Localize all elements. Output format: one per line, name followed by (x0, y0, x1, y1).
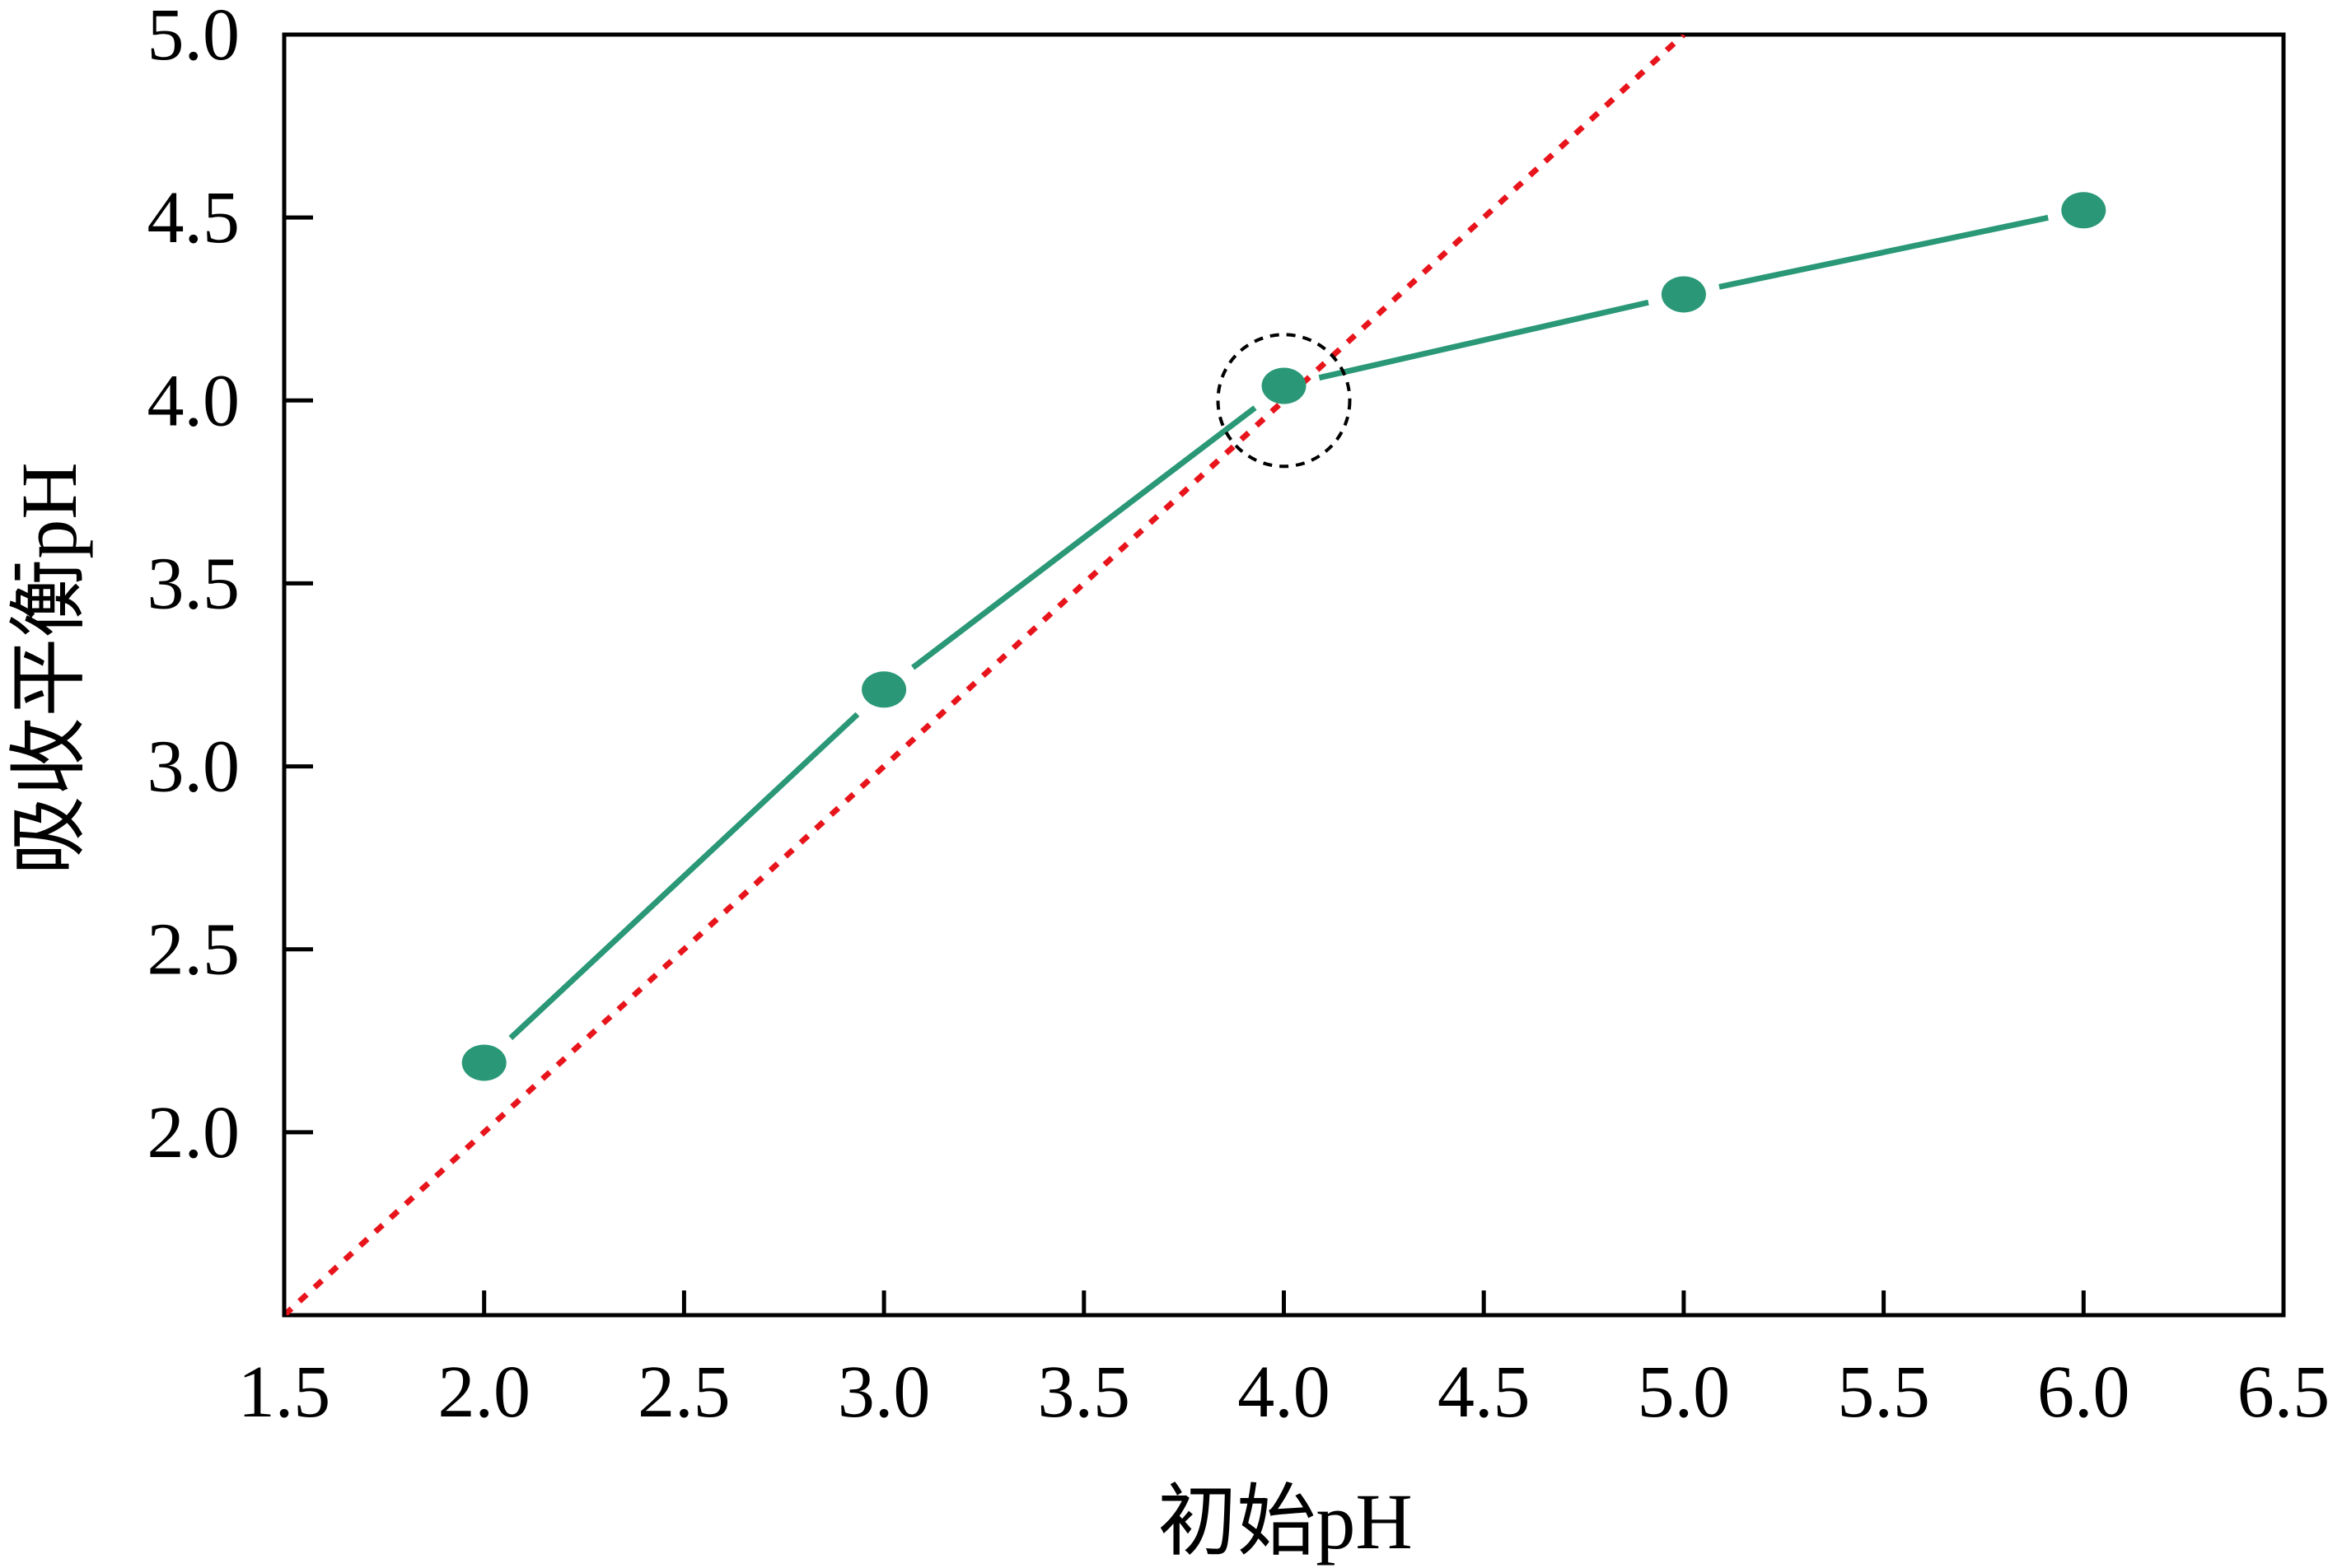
x-tick-label: 6.5 (2237, 1351, 2330, 1433)
series-line-segment (1318, 299, 1649, 381)
x-tick-label: 2.5 (638, 1351, 731, 1433)
x-tick-label: 3.0 (838, 1351, 931, 1433)
y-tick-label: 5.0 (147, 0, 241, 76)
x-axis-title: 初始pH (1157, 1477, 1412, 1566)
series-line-segment (508, 712, 860, 1040)
y-tick-label: 3.5 (147, 543, 241, 624)
plot-area (282, 32, 2286, 1318)
x-tick-label: 5.0 (1638, 1351, 1731, 1433)
x-tick-label: 6.0 (2037, 1351, 2130, 1433)
data-point (461, 1044, 507, 1081)
x-tick-label: 4.5 (1437, 1351, 1531, 1433)
series-line-segment (911, 405, 1257, 670)
x-tick-label: 4.0 (1237, 1351, 1330, 1433)
y-axis-title: 吸收平衡pH (5, 462, 93, 875)
y-axis-ticks: 2.0 2.5 3.0 3.5 4.0 4.5 5.0 (147, 0, 313, 1174)
data-point (2061, 192, 2106, 229)
y-tick-label: 2.5 (147, 909, 241, 991)
y-tick-label: 3.0 (147, 726, 241, 808)
plot-frame (282, 32, 2286, 1318)
reference-line-y-equals-x (284, 35, 1686, 1315)
x-axis-ticks: 1.5 2.0 2.5 3.0 3.5 4.0 4.5 5.0 5.5 6.0 6.5 (238, 1290, 2330, 1433)
x-tick-label: 1.5 (238, 1351, 331, 1433)
data-point (1661, 276, 1706, 313)
data-point (862, 671, 907, 708)
series-line-segment (1718, 214, 2049, 290)
annotation-dashed-circle (1216, 333, 1352, 469)
data-point (1261, 367, 1307, 404)
x-tick-label: 2.0 (437, 1351, 531, 1433)
y-tick-label: 4.0 (147, 360, 241, 441)
y-tick-label: 4.5 (147, 177, 241, 259)
y-tick-label: 2.0 (147, 1092, 241, 1174)
x-tick-label: 5.5 (1837, 1351, 1930, 1433)
x-tick-label: 3.5 (1038, 1351, 1131, 1433)
